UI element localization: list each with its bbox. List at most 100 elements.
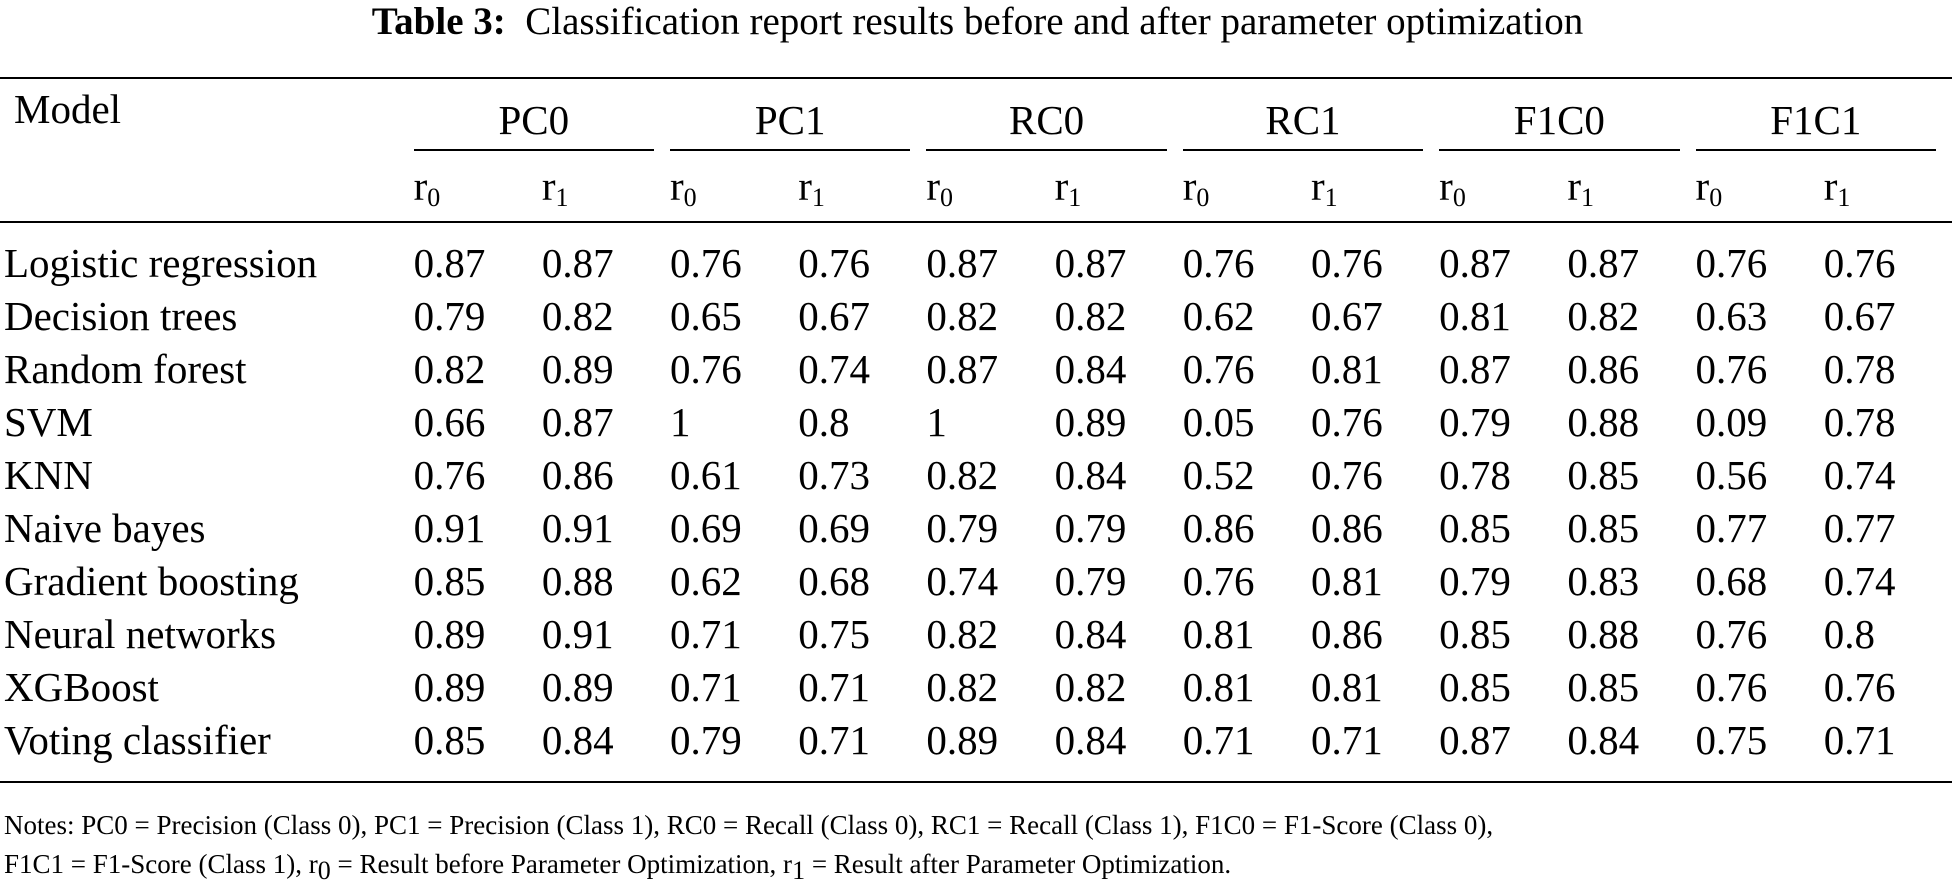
caption-label: Table 3: [371,0,506,43]
value-cell: 0.86 [1182,505,1255,551]
value-cell: 0.63 [1695,293,1768,339]
value-cell: 0.69 [670,505,742,551]
model-column-header: Model [14,86,122,132]
value-cell: 0.81 [1182,664,1255,710]
value-cell: 0.78 [1823,346,1896,392]
model-name-cell: Gradient boosting [4,558,299,604]
value-cell: 0.86 [1567,346,1640,392]
group-header-rc1: RC1 [1182,78,1439,153]
value-cell: 0.82 [1054,664,1127,710]
value-cell: 0.87 [926,240,999,286]
value-cell: 0.85 [1439,664,1511,710]
table-row: XGBoost 0.89 0.89 0.71 0.71 0.82 0.82 0.81 0.81 0… [0,661,1952,714]
value-cell: 0.71 [1182,717,1255,763]
value-cell: 0.81 [1182,611,1255,657]
value-cell: 0.87 [541,399,614,445]
subheader-r0: r0 [926,162,954,212]
value-cell: 0.78 [1823,399,1896,445]
notes-line-2: F1C1 = F1-Score (Class 1), r0 = Result b… [4,849,1232,885]
value-cell: 0.76 [798,240,870,286]
value-cell: 0.76 [670,346,742,392]
value-cell: 0.82 [926,452,999,498]
value-cell: 0.82 [926,293,999,339]
value-cell: 0.8 [1823,611,1875,657]
model-name-cell: Naive bayes [4,505,206,551]
value-cell: 0.8 [798,399,850,445]
value-cell: 0.62 [1182,293,1255,339]
value-cell: 0.76 [670,240,742,286]
value-cell: 0.81 [1310,664,1383,710]
table-body: Logistic regression 0.87 0.87 0.76 0.76 0.87 0… [0,222,1952,782]
model-name-cell: KNN [4,452,93,498]
value-cell: 0.82 [1054,293,1127,339]
value-cell: 0.87 [413,240,486,286]
value-cell: 0.74 [1823,558,1896,604]
value-cell: 0.79 [670,717,742,763]
value-cell: 0.76 [1182,346,1255,392]
subheader-r0: r0 [413,162,441,212]
subheader-r0: r0 [1182,162,1210,212]
value-cell: 0.77 [1823,505,1896,551]
notes-line-1: Notes: PC0 = Precision (Class 0), PC1 = … [4,810,1494,840]
value-cell: 0.74 [1823,452,1896,498]
value-cell: 0.81 [1439,293,1511,339]
value-cell: 0.76 [1695,240,1768,286]
value-cell: 0.66 [413,399,486,445]
subheader-r1: r1 [541,162,569,212]
value-cell: 0.76 [1310,399,1383,445]
table-caption: Table 3: Classification report results b… [0,0,1955,44]
value-cell: 0.84 [1054,346,1127,392]
value-cell: 0.76 [1182,558,1255,604]
value-cell: 0.76 [1310,240,1383,286]
table-row: Neural networks 0.89 0.91 0.71 0.75 0.82 0.84 0… [0,608,1952,661]
subheader-r1: r1 [1567,162,1594,212]
group-header-f1c1: F1C1 [1695,78,1952,153]
model-name-cell: Decision trees [4,293,238,339]
value-cell: 0.85 [1567,664,1640,710]
value-cell: 0.87 [1439,240,1511,286]
value-cell: 0.05 [1182,399,1255,445]
value-cell: 0.76 [1695,346,1768,392]
table-row: Logistic regression 0.87 0.87 0.76 0.76 0.87 0… [0,222,1952,290]
value-cell: 0.79 [1054,505,1127,551]
value-cell: 0.89 [541,664,614,710]
value-cell: 0.74 [926,558,999,604]
table-row: Random forest 0.82 0.89 0.76 0.74 0.87 0.84 0.7… [0,343,1952,396]
subheader-r1: r1 [798,162,825,212]
value-cell: 0.82 [541,293,614,339]
value-cell: 0.75 [798,611,870,657]
value-cell: 0.62 [670,558,742,604]
value-cell: 0.85 [1567,505,1640,551]
value-cell: 0.85 [413,717,486,763]
value-cell: 0.67 [798,293,870,339]
value-cell: 0.67 [1823,293,1896,339]
value-cell: 0.87 [1567,240,1640,286]
value-cell: 0.88 [1567,611,1640,657]
value-cell: 0.67 [1310,293,1383,339]
subheader-r0: r0 [1439,162,1466,212]
subheader-r1: r1 [1054,162,1082,212]
value-cell: 0.83 [1567,558,1640,604]
value-cell: 0.88 [541,558,614,604]
value-cell: 1 [926,399,947,445]
value-cell: 0.71 [1310,717,1383,763]
value-cell: 0.68 [798,558,870,604]
subheader-r1: r1 [1823,162,1851,212]
table-row: Decision trees 0.79 0.82 0.65 0.67 0.82 0.82 0.… [0,290,1952,343]
value-cell: 0.74 [798,346,870,392]
value-cell: 0.76 [1310,452,1383,498]
value-cell: 0.89 [413,611,486,657]
value-cell: 0.85 [1439,505,1511,551]
value-cell: 0.89 [926,717,999,763]
value-cell: 0.82 [413,346,486,392]
value-cell: 0.87 [541,240,614,286]
model-name-cell: XGBoost [4,664,159,710]
value-cell: 0.89 [541,346,614,392]
value-cell: 0.65 [670,293,742,339]
value-cell: 0.76 [1695,611,1768,657]
value-cell: 0.69 [798,505,870,551]
value-cell: 0.76 [1823,240,1896,286]
value-cell: 0.76 [1695,664,1768,710]
value-cell: 0.79 [413,293,486,339]
header-row-subcolumns: r0 r1 r0 r1 r0 r1 r0 r1 r0 r1 r0 r1 [0,153,1952,222]
